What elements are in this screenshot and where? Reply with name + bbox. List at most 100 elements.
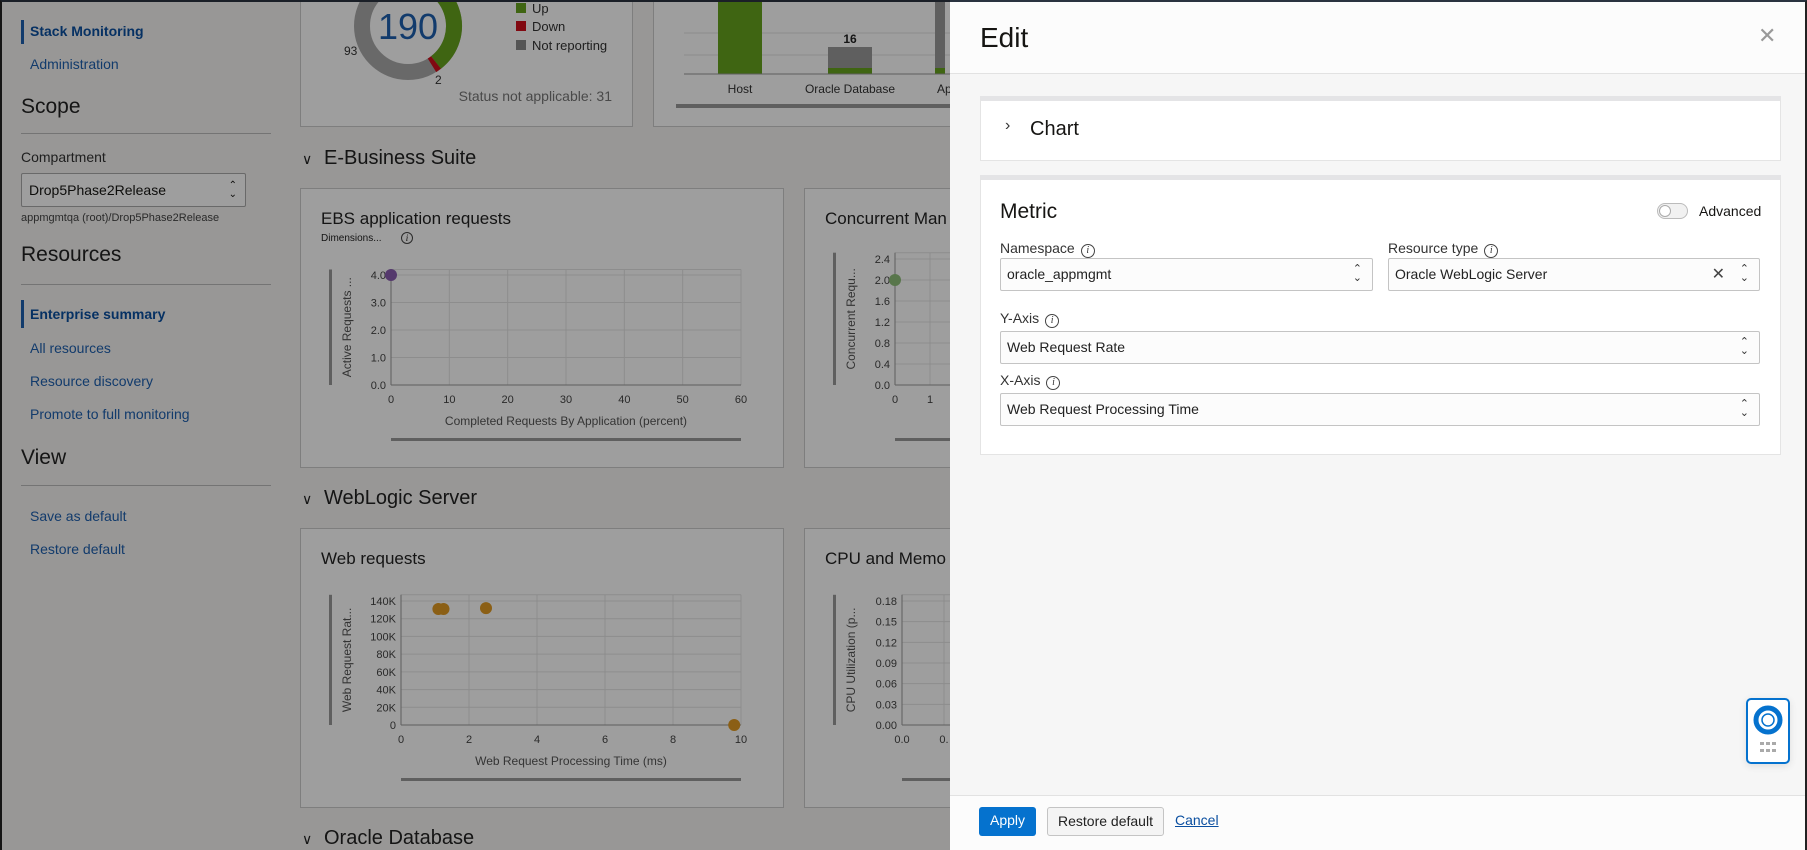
- chart-title: CPU and Memo: [825, 549, 946, 568]
- y-tick-label: 20K: [376, 702, 396, 714]
- info-icon[interactable]: i: [1045, 314, 1060, 328]
- lifebuoy-icon: [1753, 705, 1783, 735]
- close-icon[interactable]: ✕: [1758, 23, 1777, 48]
- label-not-reporting: 93: [344, 44, 358, 58]
- donut-down: [427, 56, 441, 73]
- modal-overlay[interactable]: [0, 0, 950, 850]
- sidebar-item-promote[interactable]: Promote to full monitoring: [30, 406, 190, 422]
- dimensions-link[interactable]: Dimensions...: [321, 233, 382, 244]
- xaxis-value: Web Request Processing Time: [1007, 401, 1199, 417]
- legend-swatch-down: [516, 21, 526, 31]
- panel-title: Edit: [980, 22, 1029, 53]
- advanced-toggle[interactable]: [1657, 203, 1688, 219]
- vertical-scrollbar: [329, 594, 332, 725]
- y-tick-label: 1.0: [371, 353, 386, 365]
- toggle-knob: [1659, 205, 1671, 217]
- apply-button[interactable]: Apply: [979, 807, 1036, 836]
- section-weblogic[interactable]: ∨ WebLogic Server: [302, 487, 477, 510]
- stack-monitoring-page: Stack Monitoring Administration Scope Co…: [0, 0, 950, 850]
- compartment-select[interactable]: Drop5Phase2Release ⌃ ⌄: [21, 173, 246, 207]
- y-tick-label: 100K: [370, 631, 396, 643]
- chevron-down-icon: ∨: [302, 831, 313, 847]
- data-point: [889, 274, 901, 286]
- panel-header: Edit ✕: [950, 2, 1805, 74]
- section-oracle-database[interactable]: ∨ Oracle Database: [302, 827, 474, 850]
- status-na: Status not applicable: 31: [459, 88, 613, 104]
- x-axis-title: Web Request Processing Time (ms): [475, 754, 667, 768]
- y-tick-label: 140K: [370, 596, 396, 608]
- restore-default-button[interactable]: Restore default: [1047, 807, 1164, 836]
- legend-up: Up: [532, 1, 549, 16]
- horizontal-scrollbar: [391, 438, 741, 441]
- compartment-label: Compartment: [21, 149, 106, 165]
- namespace-select[interactable]: oracle_appmgmt ⌃ ⌄: [1000, 258, 1373, 291]
- sidebar-item-enterprise-summary[interactable]: Enterprise summary: [30, 306, 166, 322]
- updown-icon: ⌃ ⌄: [228, 180, 237, 200]
- xaxis-label: X-Axis i: [1000, 372, 1061, 390]
- resources-heading: Resources: [21, 243, 122, 266]
- section-title: E-Business Suite: [324, 147, 477, 169]
- info-icon[interactable]: i: [1484, 244, 1499, 258]
- yaxis-label: Y-Axis i: [1000, 310, 1060, 328]
- resource-type-label-text: Resource type: [1388, 240, 1479, 256]
- data-point: [385, 269, 397, 281]
- restore-default-link[interactable]: Restore default: [30, 541, 125, 557]
- bar-host: [718, 2, 762, 74]
- section-title: WebLogic Server: [324, 487, 478, 509]
- y-axis-title: Web Request Rat...: [340, 608, 354, 713]
- resource-type-value: Oracle WebLogic Server: [1395, 266, 1548, 282]
- help-widget[interactable]: [1746, 698, 1790, 764]
- total-count: 190: [378, 6, 438, 47]
- y-tick-label: 0.4: [875, 359, 890, 371]
- category-label: Ap: [937, 82, 950, 96]
- vertical-scrollbar: [833, 252, 836, 385]
- data-point: [437, 602, 450, 615]
- sidebar-item-administration[interactable]: Administration: [30, 56, 119, 72]
- y-tick-label: 0.12: [876, 637, 897, 649]
- y-tick-label: 0.00: [876, 720, 897, 732]
- compartment-path: appmgmtqa (root)/Drop5Phase2Release: [21, 212, 220, 224]
- section-ebs[interactable]: ∨ E-Business Suite: [302, 147, 476, 170]
- bar-label: 16: [843, 32, 857, 46]
- chart-card: EBS application requests Dimensions... i 4.…: [300, 188, 784, 468]
- yaxis-select[interactable]: Web Request Rate ⌃ ⌄: [1000, 331, 1760, 364]
- sidebar-item-all-resources[interactable]: All resources: [30, 340, 111, 356]
- category-label: Oracle Database: [805, 82, 895, 96]
- chart-section[interactable]: › Chart: [980, 96, 1781, 161]
- legend-down: Down: [532, 19, 565, 34]
- sidebar-item-resource-discovery[interactable]: Resource discovery: [30, 373, 153, 389]
- x-tick-label: 40: [618, 394, 630, 406]
- info-icon[interactable]: i: [401, 232, 413, 244]
- x-tick-label: 10: [443, 394, 455, 406]
- drag-handle-icon[interactable]: [1760, 742, 1776, 752]
- x-tick-label: 60: [735, 394, 747, 406]
- x-tick-label: 30: [560, 394, 572, 406]
- info-icon[interactable]: i: [1080, 244, 1095, 258]
- divider: [21, 133, 271, 134]
- y-tick-label: 0: [390, 720, 396, 732]
- chart-card: Web requests 140K 120K 100K 80K 60K 40K 20K 0 0 2 4…: [300, 528, 784, 808]
- y-tick-label: 1.6: [875, 296, 890, 308]
- resource-type-label: Resource type i: [1388, 240, 1499, 258]
- metric-heading: Metric: [1000, 200, 1058, 223]
- sidebar-item-stack-monitoring[interactable]: Stack Monitoring: [30, 23, 144, 39]
- y-axis-title: Concurrent Requ...: [844, 268, 858, 369]
- legend-not-reporting: Not reporting: [532, 38, 607, 53]
- bar-app-up: [935, 68, 945, 74]
- info-icon[interactable]: i: [1046, 376, 1061, 390]
- chevron-down-icon: ∨: [302, 491, 313, 507]
- chart-title: EBS application requests: [321, 209, 511, 228]
- chevron-down-icon: ∨: [302, 151, 313, 167]
- y-tick-label: 0.0: [875, 380, 890, 392]
- x-tick-label: 0: [892, 394, 898, 406]
- clear-icon[interactable]: ✕: [1711, 266, 1725, 283]
- chart-svg: 0.18 0.15 0.12 0.09 0.06 0.03 0.00 0.0 0. CPU Uti…: [833, 594, 950, 781]
- resource-type-select[interactable]: Oracle WebLogic Server ✕ ⌃ ⌄: [1388, 258, 1760, 291]
- save-as-default-link[interactable]: Save as default: [30, 508, 127, 524]
- horizontal-scrollbar[interactable]: [676, 104, 950, 108]
- cancel-link[interactable]: Cancel: [1175, 812, 1219, 828]
- namespace-value: oracle_appmgmt: [1007, 266, 1112, 282]
- xaxis-select[interactable]: Web Request Processing Time ⌃ ⌄: [1000, 393, 1760, 426]
- bar-app: [935, 2, 945, 68]
- x-tick-label: 50: [677, 394, 689, 406]
